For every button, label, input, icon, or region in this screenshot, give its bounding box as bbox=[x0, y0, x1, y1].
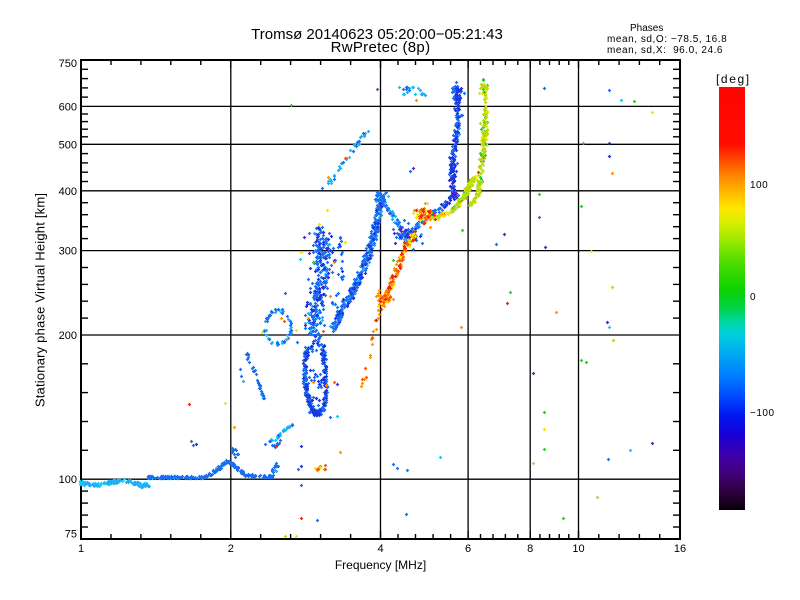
svg-text:RwPretec (8p): RwPretec (8p) bbox=[331, 39, 431, 56]
svg-text:200: 200 bbox=[59, 330, 77, 342]
svg-text:100: 100 bbox=[59, 474, 77, 486]
svg-text:[deg]: [deg] bbox=[716, 72, 751, 86]
svg-text:Phases: Phases bbox=[630, 23, 663, 34]
svg-text:300: 300 bbox=[59, 246, 77, 258]
svg-text:750: 750 bbox=[59, 58, 77, 70]
svg-text:2: 2 bbox=[228, 543, 234, 555]
svg-text:1: 1 bbox=[78, 543, 84, 555]
svg-text:600: 600 bbox=[59, 101, 77, 113]
svg-text:Stationary phase Virtual Heigh: Stationary phase Virtual Height [km] bbox=[33, 193, 48, 407]
svg-text:8: 8 bbox=[527, 543, 533, 555]
svg-text:mean, sd,X: 96.0, 24.6: mean, sd,X: 96.0, 24.6 bbox=[607, 45, 723, 56]
svg-text:75: 75 bbox=[65, 529, 77, 541]
svg-text:100: 100 bbox=[750, 180, 768, 191]
svg-text:Tromsø 20140623 05:20:00−05:21: Tromsø 20140623 05:20:00−05:21:43 bbox=[251, 26, 503, 43]
svg-text:500: 500 bbox=[59, 139, 77, 151]
svg-text:400: 400 bbox=[59, 186, 77, 198]
svg-text:4: 4 bbox=[377, 543, 383, 555]
svg-text:10: 10 bbox=[572, 543, 584, 555]
svg-text:−100: −100 bbox=[750, 408, 775, 419]
svg-text:6: 6 bbox=[465, 543, 471, 555]
svg-text:Frequency [MHz]: Frequency [MHz] bbox=[335, 558, 426, 572]
svg-text:16: 16 bbox=[674, 543, 686, 555]
svg-text:mean, sd,O: −78.5, 16.8: mean, sd,O: −78.5, 16.8 bbox=[607, 34, 727, 45]
svg-text:0: 0 bbox=[750, 292, 756, 303]
